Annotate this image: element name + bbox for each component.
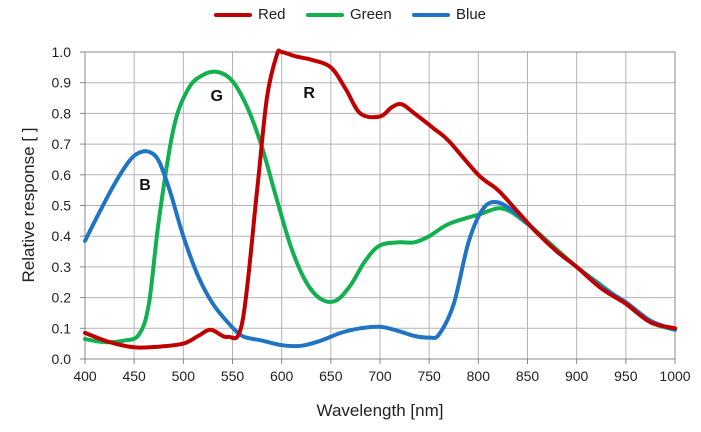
legend-item-blue: Blue bbox=[412, 6, 486, 23]
y-tick-label: 0.6 bbox=[52, 167, 72, 183]
legend-swatch-red bbox=[214, 12, 252, 17]
legend-label-green: Green bbox=[350, 6, 392, 23]
x-tick-label: 600 bbox=[270, 368, 294, 384]
y-tick-label: 0.8 bbox=[52, 105, 72, 121]
x-tick-label: 750 bbox=[417, 368, 441, 384]
y-tick-label: 0.2 bbox=[52, 290, 72, 306]
y-tick-label: 1.0 bbox=[52, 44, 72, 60]
legend-swatch-blue bbox=[412, 12, 450, 17]
series-line-red bbox=[83, 48, 677, 350]
curve-annotation-b: B bbox=[139, 177, 151, 194]
legend-label-red: Red bbox=[258, 6, 286, 23]
x-axis-label: Wavelength [nm] bbox=[317, 401, 444, 420]
series-lines bbox=[83, 48, 677, 350]
legend-item-red: Red bbox=[214, 6, 286, 23]
x-tick-label: 800 bbox=[467, 368, 491, 384]
curve-annotation-g: G bbox=[211, 88, 223, 105]
x-tick-label: 700 bbox=[368, 368, 392, 384]
curve-annotation-r: R bbox=[303, 85, 315, 102]
legend-label-blue: Blue bbox=[456, 6, 487, 23]
chart-legend: Red Green Blue bbox=[0, 6, 701, 26]
x-tick-label: 550 bbox=[221, 368, 245, 384]
y-tick-label: 0.1 bbox=[52, 320, 72, 336]
y-axis-label: Relative response [ ] bbox=[19, 128, 38, 283]
x-axis-ticks: 400 450 500 550 600 650 700 750 800 850 900 950 1000 bbox=[73, 359, 691, 384]
y-tick-label: 0.9 bbox=[52, 75, 72, 91]
x-tick-label: 500 bbox=[172, 368, 196, 384]
x-tick-label: 950 bbox=[614, 368, 638, 384]
annotations: B G R bbox=[139, 85, 315, 194]
y-tick-label: 0.3 bbox=[52, 259, 72, 275]
legend-swatch-green bbox=[306, 12, 344, 17]
y-tick-label: 0.4 bbox=[52, 228, 72, 244]
legend-item-green: Green bbox=[306, 6, 392, 23]
x-tick-label: 400 bbox=[73, 368, 97, 384]
y-tick-label: 0.5 bbox=[52, 198, 72, 214]
y-tick-label: 0.0 bbox=[52, 351, 72, 367]
y-axis-ticks: 0.0 0.1 0.2 0.3 0.4 0.5 0.6 0.7 0.8 0.9 1.0 bbox=[52, 44, 85, 367]
x-tick-label: 900 bbox=[565, 368, 589, 384]
y-tick-label: 0.7 bbox=[52, 136, 72, 152]
x-tick-label: 1000 bbox=[659, 368, 690, 384]
x-tick-label: 450 bbox=[122, 368, 146, 384]
x-tick-label: 850 bbox=[516, 368, 540, 384]
x-tick-label: 650 bbox=[319, 368, 343, 384]
